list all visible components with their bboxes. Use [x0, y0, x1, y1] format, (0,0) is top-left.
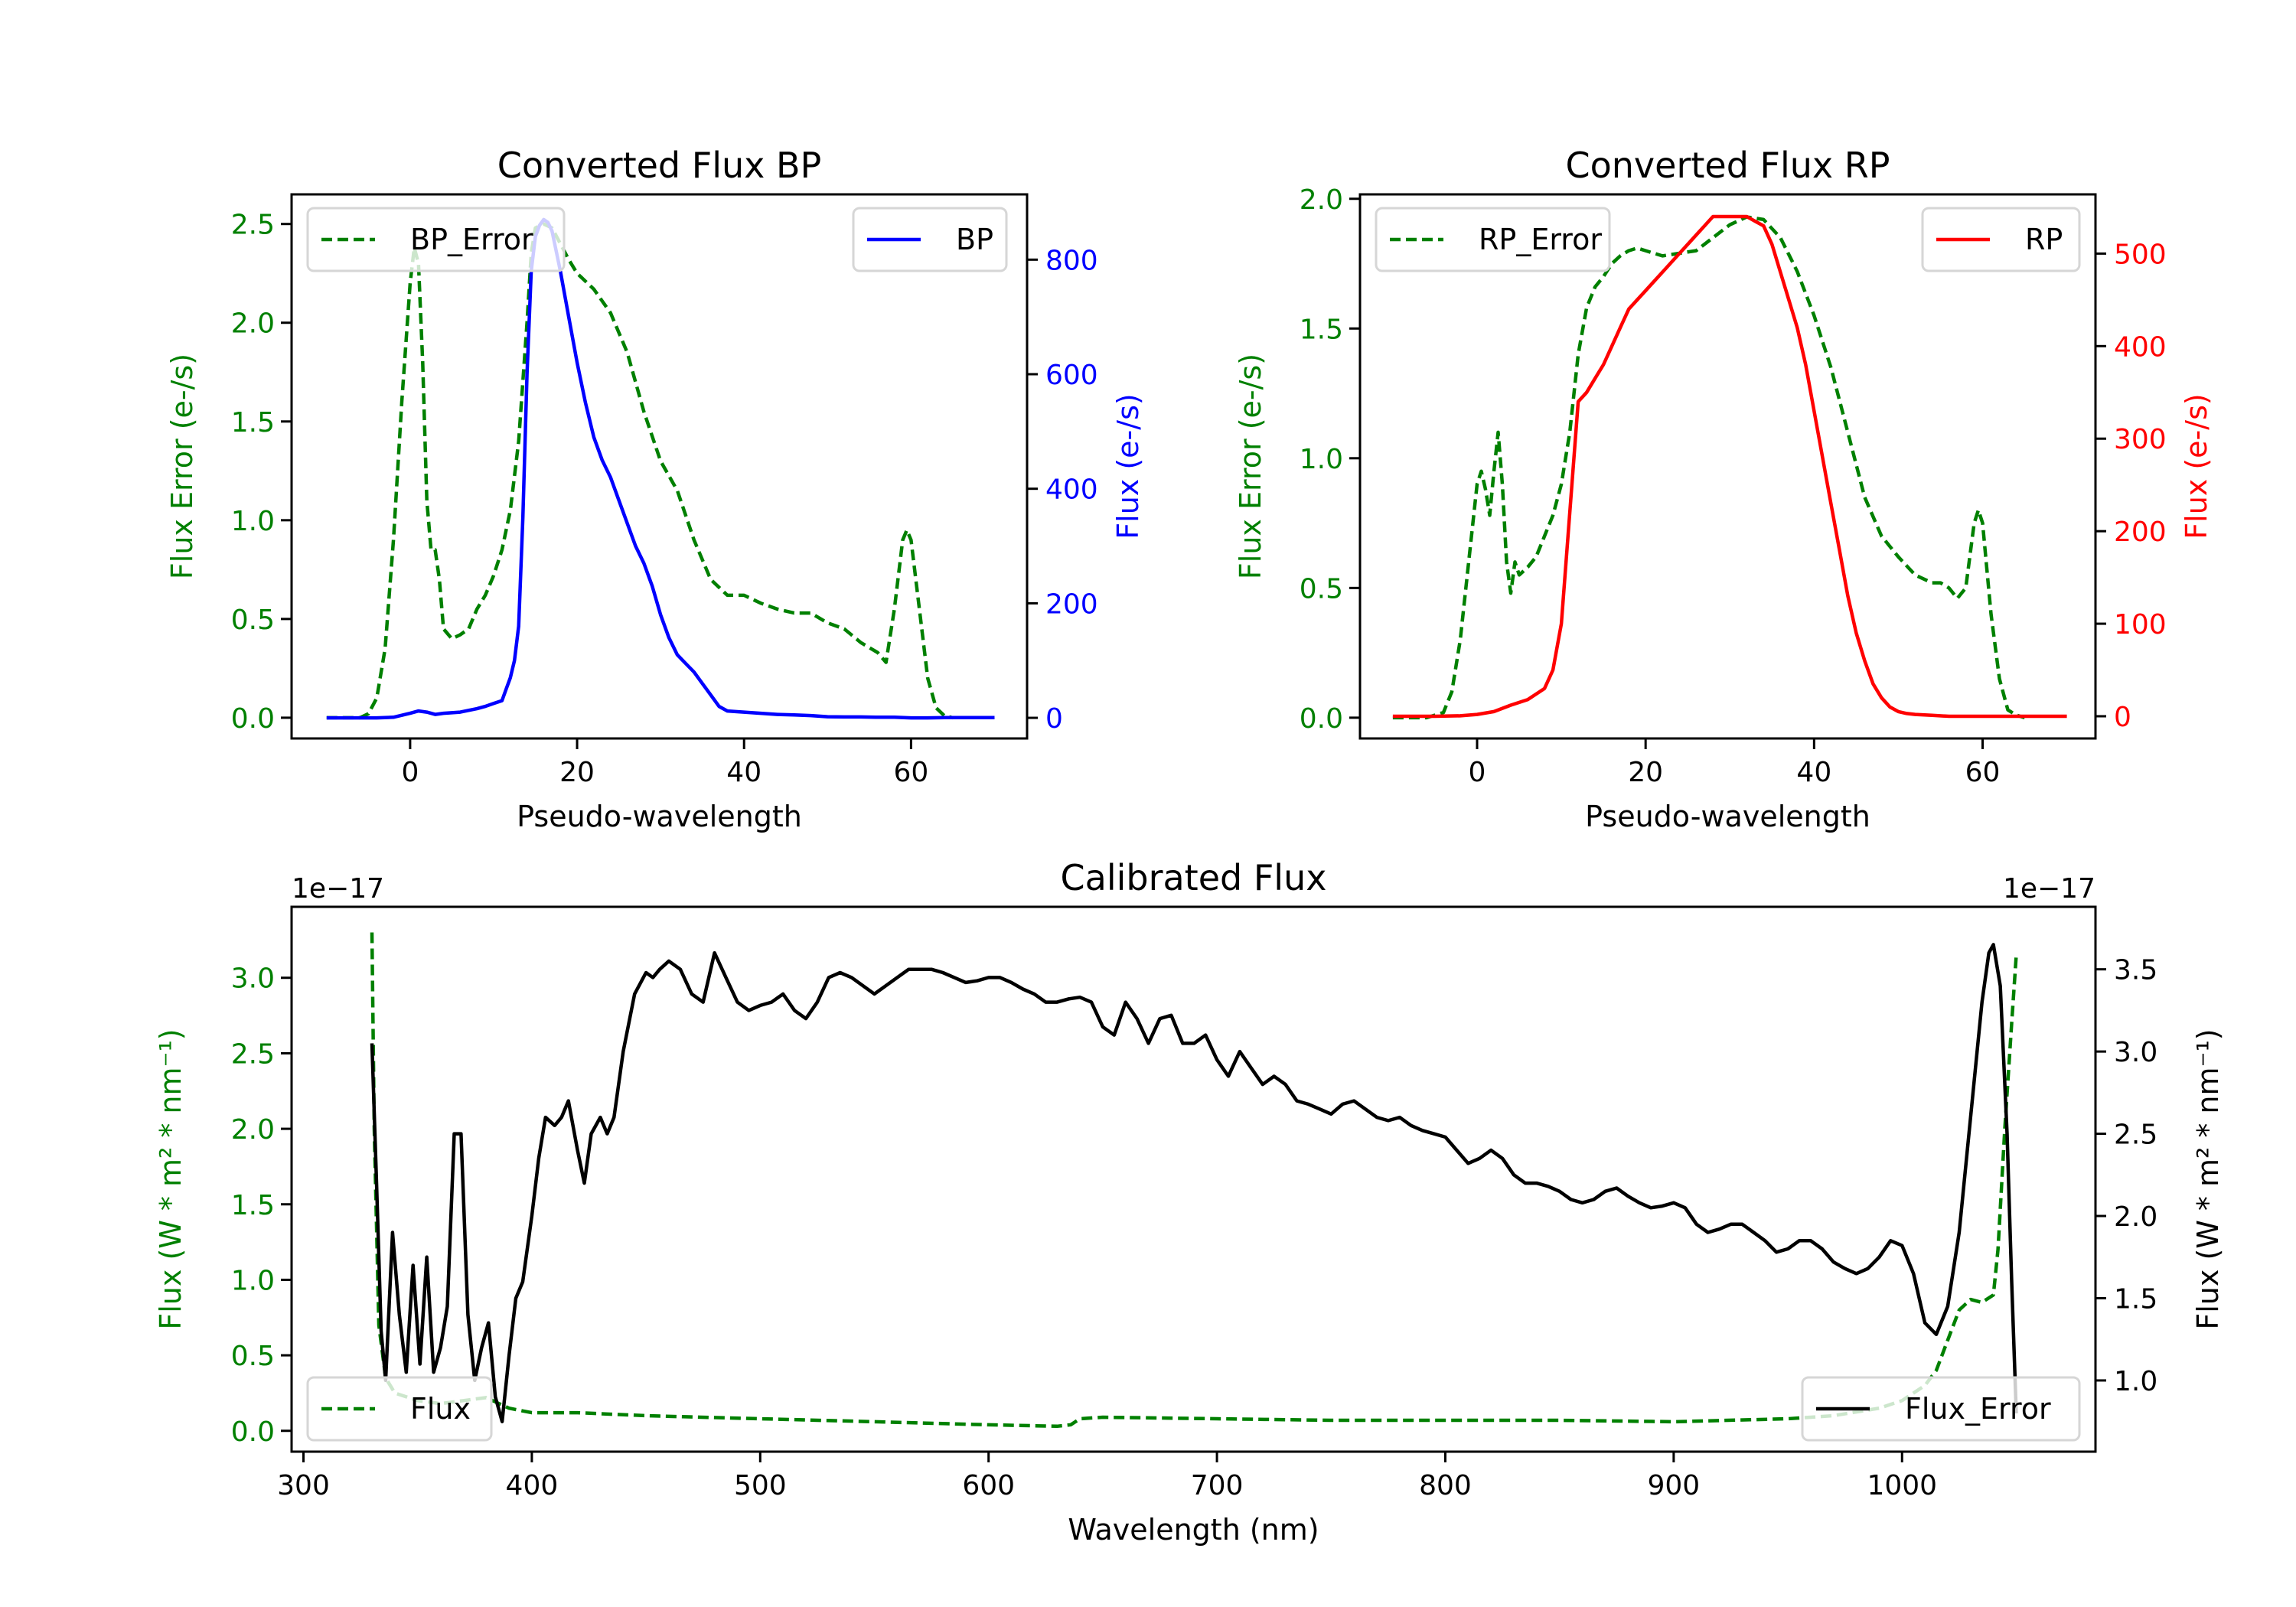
series-line-rp: [1392, 214, 2067, 719]
x-tick-label: 20: [1628, 757, 1663, 788]
y-right-tick-label: 2.0: [2114, 1201, 2157, 1233]
x-tick-label: 900: [1648, 1470, 1701, 1501]
y-left-offset-label: 1e−17: [292, 873, 384, 905]
legend-label: Flux_Error: [1905, 1392, 2051, 1426]
y-right-tick-label: 0: [1045, 703, 1063, 735]
x-axis-label: Pseudo-wavelength: [517, 800, 802, 833]
y-left-axis-label: Flux Error (e-/s): [165, 354, 199, 579]
y-right-tick-label: 100: [2114, 609, 2167, 641]
y-left-tick-label: 0.0: [1300, 703, 1343, 735]
y-right-tick-label: 2.5: [2114, 1120, 2157, 1151]
y-right-tick-label: 800: [1045, 245, 1098, 276]
chart-bp: Converted Flux BP 0 20 40 60 Pseudo-wavelengt…: [165, 145, 1145, 833]
x-axis-label: Wavelength (nm): [1068, 1513, 1319, 1547]
y-left-axis-label: Flux (W * m² * nm⁻¹): [154, 1028, 188, 1329]
plot-frame: [290, 193, 1029, 740]
x-tick-label: 0: [401, 757, 419, 788]
series-line-bp-error: [326, 222, 954, 720]
y-left-tick-label: 2.5: [231, 1038, 275, 1070]
x-tick-label: 1000: [1867, 1470, 1937, 1501]
y-left-tick-label: 2.5: [231, 210, 275, 241]
y-left-tick-label: 1.5: [231, 407, 275, 438]
y-left-tick-label: 2.0: [231, 308, 275, 340]
x-axis-label: Pseudo-wavelength: [1585, 800, 1870, 833]
legend-box: [852, 207, 1008, 272]
y-left-tick-label: 2.0: [1300, 184, 1343, 216]
series-line-flux: [370, 943, 2018, 1423]
chart-title: Calibrated Flux: [1061, 857, 1327, 898]
legend-legend-left: Flux: [306, 1376, 493, 1442]
x-tick-label: 300: [277, 1470, 330, 1501]
x-tick-label: 600: [962, 1470, 1015, 1501]
y-left-tick-label: 1.0: [1300, 444, 1343, 475]
legend-legend-right: BP: [852, 207, 1008, 272]
plot-frame: [290, 905, 2097, 1453]
x-tick-label: 40: [1796, 757, 1831, 788]
y-right-tick-label: 0: [2114, 702, 2131, 733]
y-right-tick-label: 3.0: [2114, 1037, 2157, 1068]
x-tick-label: 0: [1469, 757, 1486, 788]
legend-box: [1801, 1376, 2081, 1442]
y-left-tick-label: 0.5: [231, 1341, 275, 1372]
y-right-tick-label: 1.0: [2114, 1366, 2157, 1397]
y-left-tick-label: 0.0: [231, 703, 275, 735]
chart-title: Converted Flux BP: [497, 145, 822, 186]
x-tick-label: 40: [726, 757, 762, 788]
legend-legend-left: RP_Error: [1375, 207, 1611, 272]
legend-label: RP_Error: [1479, 223, 1602, 256]
legend-box: [306, 1376, 493, 1442]
x-tick-label: 20: [559, 757, 595, 788]
y-right-tick-label: 600: [1045, 360, 1098, 391]
legend-label: BP: [956, 223, 993, 256]
y-left-tick-label: 2.0: [231, 1114, 275, 1146]
chart-rp: Converted Flux RP 0 20 40 60 Pseudo-wavelengt…: [1234, 145, 2213, 833]
y-left-tick-label: 3.0: [231, 963, 275, 995]
y-left-tick-label: 0.5: [231, 605, 275, 636]
legend-legend-right: Flux_Error: [1801, 1376, 2081, 1442]
series-line-flux-error: [370, 932, 2018, 1429]
y-left-tick-label: 1.0: [231, 506, 275, 537]
y-left-tick-label: 0.0: [231, 1416, 275, 1448]
y-right-tick-label: 3.5: [2114, 955, 2157, 986]
legend-label: BP_Error: [410, 223, 533, 256]
plot-frame: [1358, 193, 2097, 740]
chart-title: Converted Flux RP: [1566, 145, 1890, 186]
y-left-tick-label: 1.5: [1300, 314, 1343, 345]
y-right-tick-label: 400: [2114, 331, 2167, 363]
legend-box: [1921, 207, 2081, 272]
y-right-tick-label: 300: [2114, 424, 2167, 455]
legend-legend-left: BP_Error: [306, 207, 566, 272]
y-right-axis-label: Flux (W * m² * nm⁻¹): [2191, 1028, 2225, 1329]
y-right-axis-label: Flux (e-/s): [1111, 393, 1145, 539]
y-left-tick-label: 0.5: [1300, 573, 1343, 605]
y-left-tick-label: 1.5: [231, 1190, 275, 1221]
series-line-rp-error: [1392, 215, 2026, 720]
x-tick-label: 60: [893, 757, 928, 788]
y-left-axis-label: Flux Error (e-/s): [1234, 354, 1267, 579]
legend-legend-right: RP: [1921, 207, 2081, 272]
y-right-tick-label: 200: [1045, 588, 1098, 620]
chart-calibrated: Calibrated Flux 300 400 500 600 700 800 900 1000…: [154, 857, 2225, 1547]
legend-box: [306, 207, 566, 272]
x-tick-label: 400: [506, 1470, 559, 1501]
legend-label: Flux: [410, 1392, 471, 1426]
legend-label: RP: [2025, 223, 2063, 256]
series-line-bp: [326, 217, 995, 720]
y-right-tick-label: 200: [2114, 517, 2167, 548]
legend-box: [1375, 207, 1611, 272]
y-right-offset-label: 1e−17: [2003, 873, 2095, 905]
x-tick-label: 60: [1965, 757, 2001, 788]
x-tick-label: 800: [1419, 1470, 1472, 1501]
x-tick-label: 500: [734, 1470, 787, 1501]
y-right-tick-label: 1.5: [2114, 1283, 2157, 1315]
y-right-tick-label: 500: [2114, 239, 2167, 270]
y-left-tick-label: 1.0: [231, 1265, 275, 1296]
x-tick-label: 700: [1191, 1470, 1244, 1501]
y-right-tick-label: 400: [1045, 474, 1098, 506]
y-right-axis-label: Flux (e-/s): [2180, 393, 2213, 539]
